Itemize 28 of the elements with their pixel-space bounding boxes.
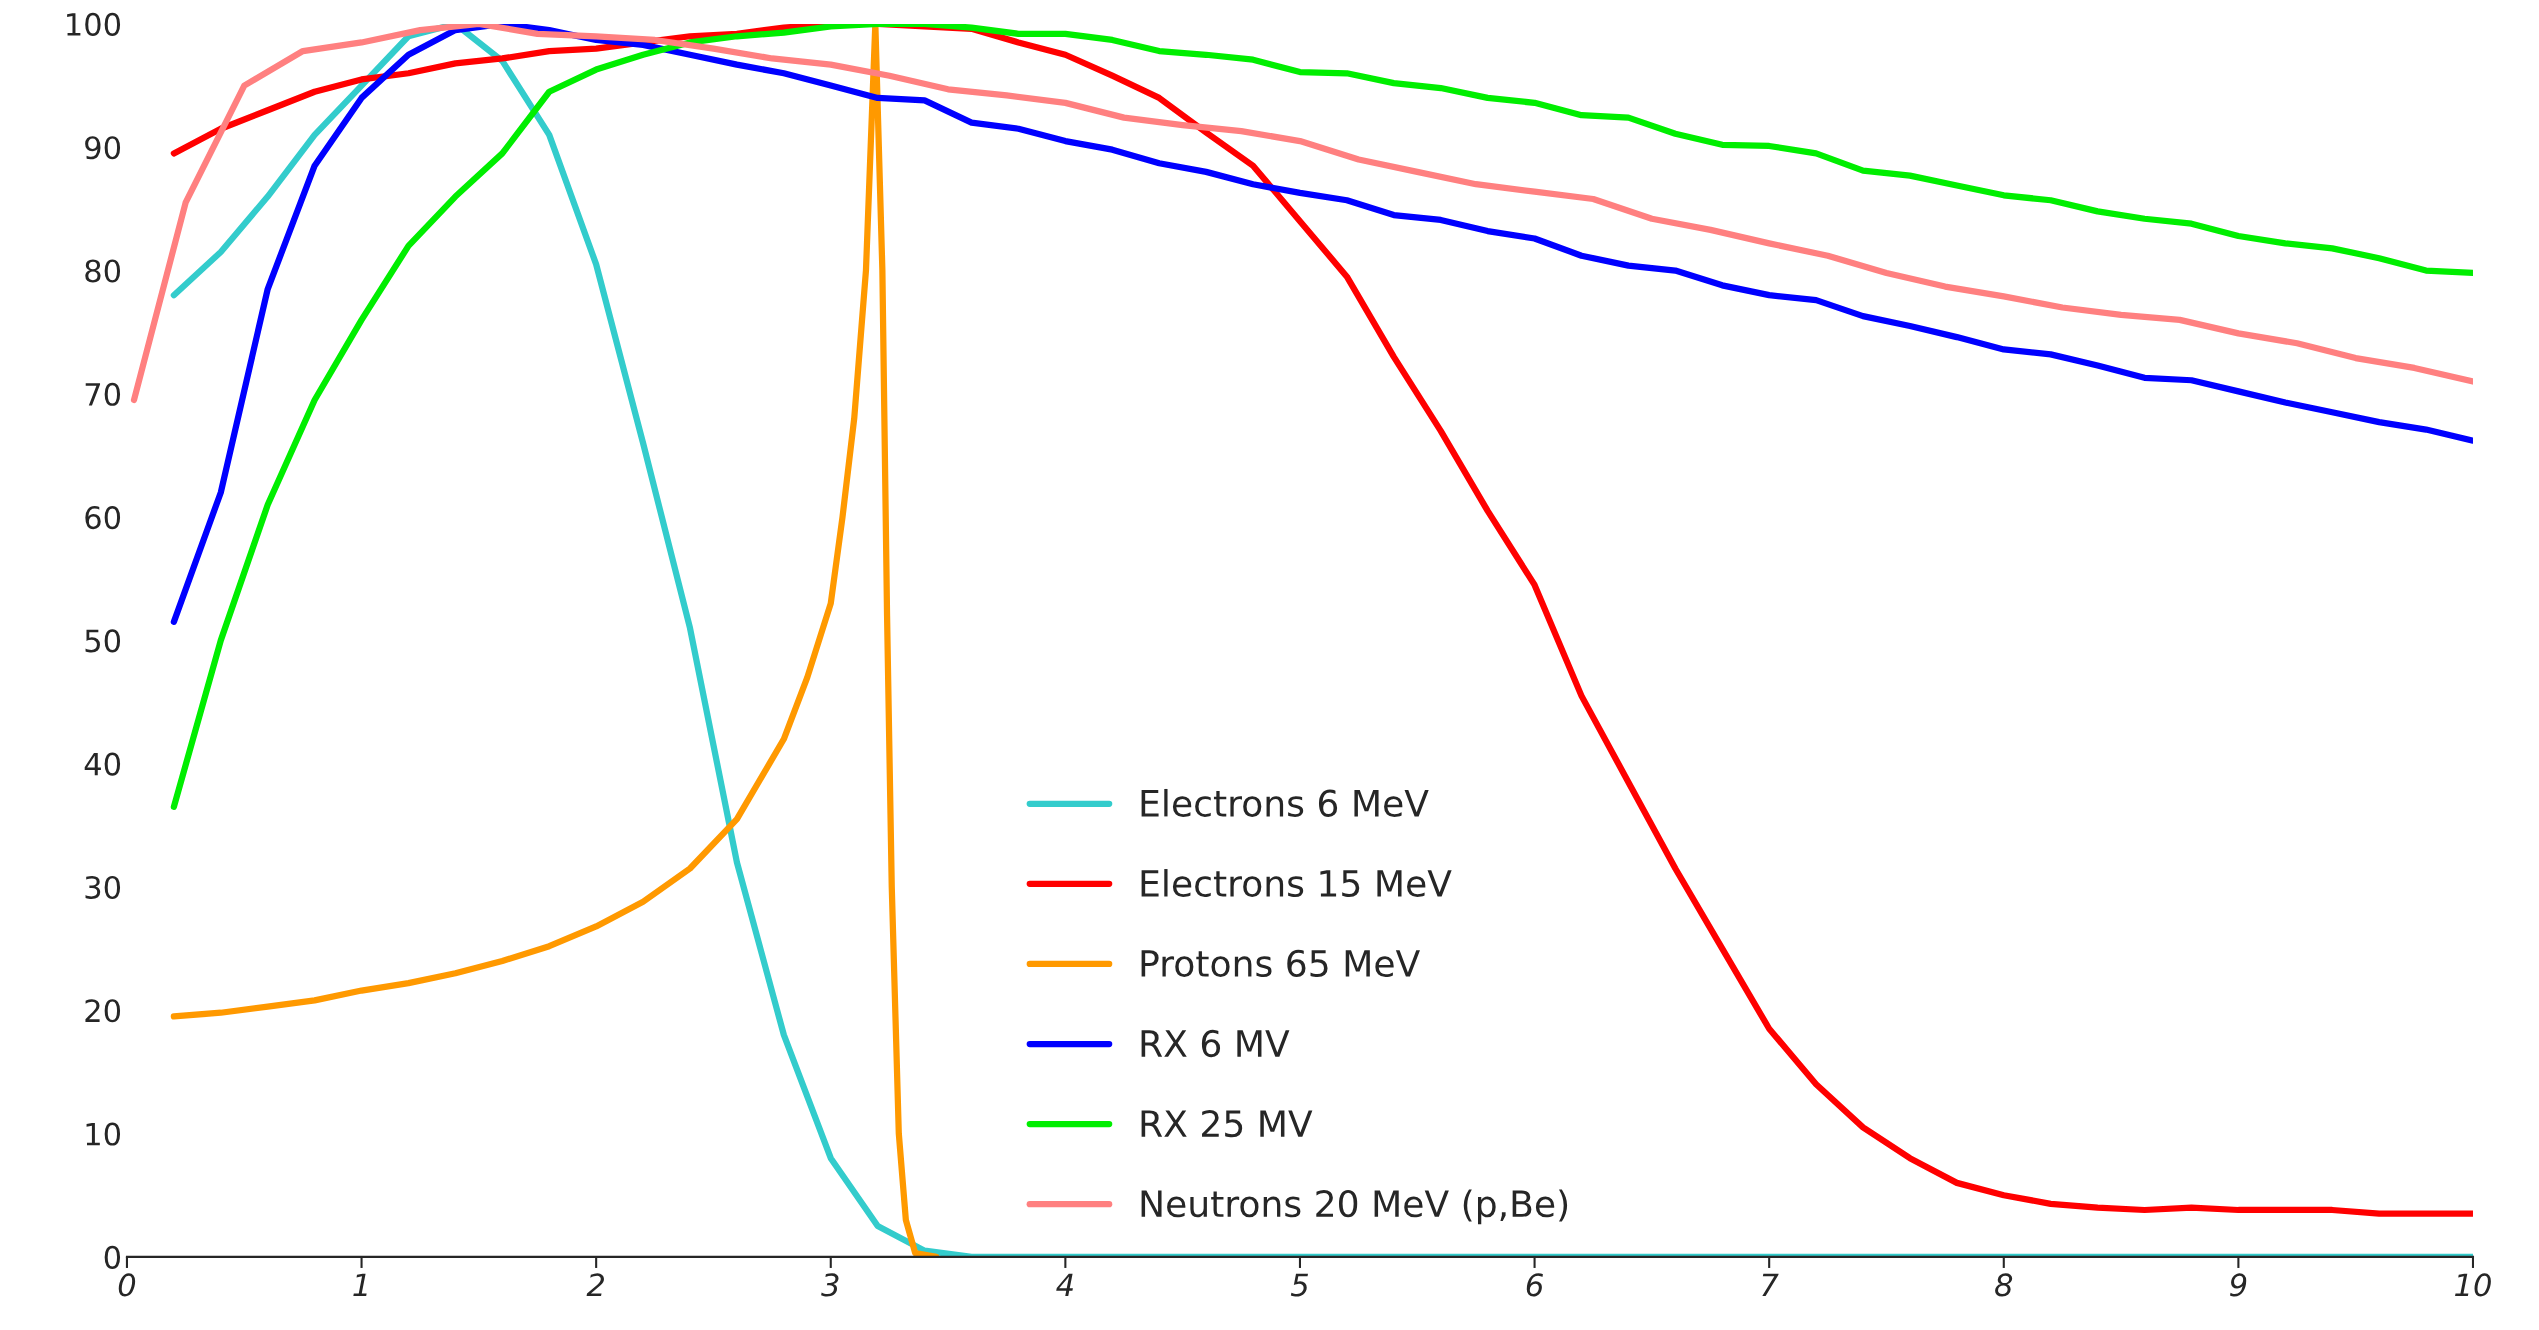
legend-label: Electrons 6 MeV xyxy=(1141,788,1429,817)
y-tick-label: 50 xyxy=(85,629,121,653)
legend-label: Neutrons 20 MeV (p,Be) xyxy=(1141,1189,1568,1225)
y-tick-label: 10 xyxy=(86,1122,121,1146)
y-tick-label: 20 xyxy=(85,999,121,1023)
y-tick-label: 0 xyxy=(104,1245,121,1269)
y-tick-label: 70 xyxy=(85,382,121,406)
y-tick-label: 80 xyxy=(85,259,121,283)
y-tick-label: 40 xyxy=(84,752,121,776)
x-tick-label: 5 xyxy=(1290,1273,1308,1297)
x-tick-label: 1 xyxy=(353,1273,367,1297)
legend-label: Electrons 15 MeV xyxy=(1141,869,1452,897)
legend-label: RX 25 MV xyxy=(1141,1109,1313,1138)
y-tick-label: 30 xyxy=(85,875,121,900)
x-tick-label: 10 xyxy=(2455,1273,2491,1297)
y-tick-label: 90 xyxy=(85,136,121,160)
y-tick-label: 100 xyxy=(67,12,121,36)
x-tick-label: 4 xyxy=(1056,1273,1073,1297)
legend-label: RX 6 MV xyxy=(1141,1029,1290,1058)
x-tick-label: 3 xyxy=(821,1273,839,1297)
x-tick-label: 2 xyxy=(586,1273,604,1297)
legend-label: Protons 65 MeV xyxy=(1141,949,1420,978)
x-tick-label: 7 xyxy=(1762,1273,1779,1297)
x-tick-label: 9 xyxy=(2230,1273,2247,1297)
x-tick-label: 8 xyxy=(1995,1273,2013,1297)
x-tick-label: 6 xyxy=(1526,1273,1543,1297)
y-tick-label: 60 xyxy=(85,506,121,530)
x-tick-label: 0 xyxy=(118,1273,136,1297)
